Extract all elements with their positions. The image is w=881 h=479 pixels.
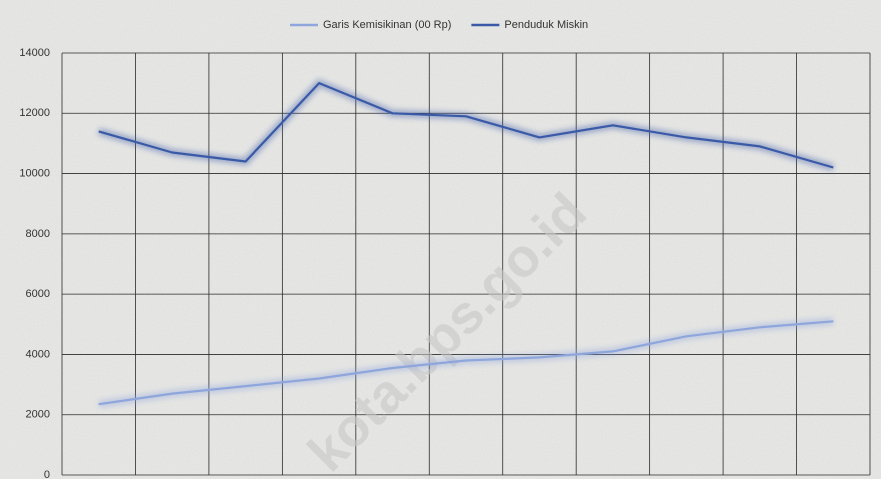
y-tick-label: 14000 [19, 47, 50, 59]
y-tick-label: 4000 [26, 348, 50, 360]
y-tick-label: 0 [44, 469, 50, 479]
legend-label: Garis Kemisikinan (00 Rp) [323, 19, 451, 31]
line [98, 320, 834, 406]
legend-label: Penduduk Miskin [504, 19, 588, 31]
y-tick-label: 8000 [26, 228, 50, 240]
y-tick-label: 10000 [19, 167, 50, 179]
legend: Garis Kemisikinan (00 Rp) Penduduk Miskin [290, 19, 588, 31]
line [98, 82, 834, 169]
y-tick-label: 6000 [26, 288, 50, 300]
y-tick-label: 12000 [19, 107, 50, 119]
y-tick-label: 2000 [26, 409, 50, 421]
